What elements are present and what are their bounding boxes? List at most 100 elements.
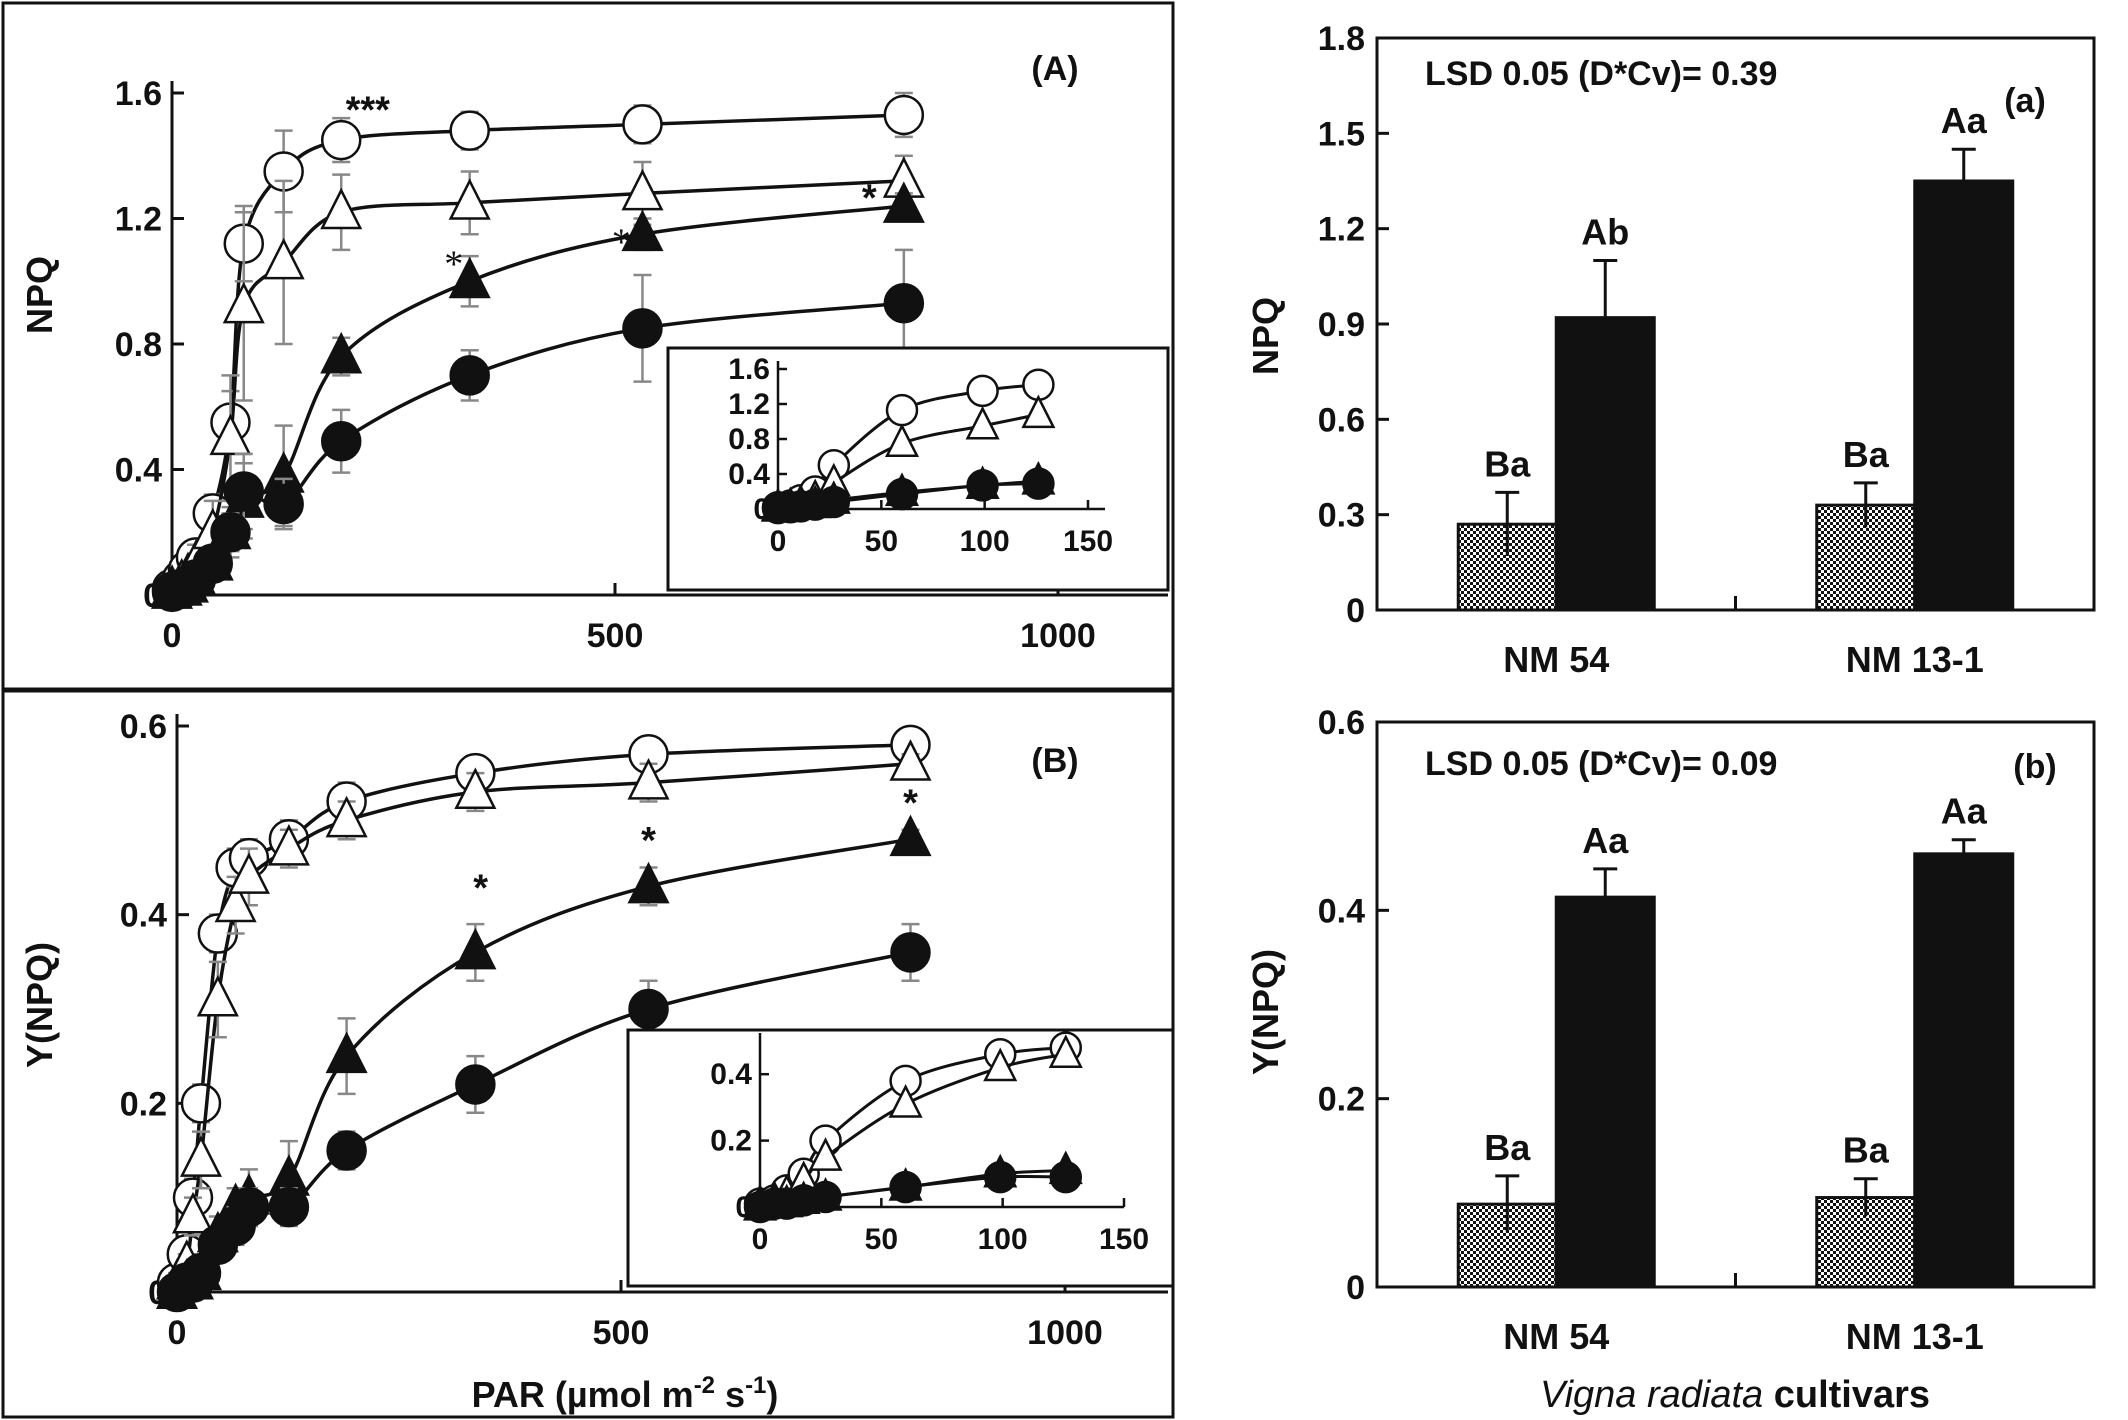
panel-B-data-point [454, 927, 497, 970]
panel-A-data-point [621, 168, 664, 211]
panel-A-xtick-label: 500 [587, 617, 644, 655]
panel-A-xtick-label: 1000 [1020, 617, 1096, 655]
panel-a-ytick-label: 1.2 [1318, 211, 1365, 249]
panel-A-inset-data-point [966, 374, 999, 408]
panel-b-xlabel: Vigna radiata cultivars [1540, 1374, 1930, 1416]
panel-B-significance: * [473, 867, 488, 909]
panel-a-bar-letter: Ba [1484, 443, 1531, 484]
panel-A-data-point [621, 209, 664, 252]
panel-A-data-point [209, 413, 252, 456]
panel-b-bar-letter: Aa [1582, 820, 1629, 861]
panel-a-ytick-label: 0.3 [1318, 497, 1365, 535]
panel-B-data-point [454, 767, 497, 810]
panel-A-inset-data-point [1021, 394, 1056, 429]
panel-b-bar-letter: Ba [1484, 1127, 1531, 1168]
panel-B-inset-series-filled-circle [743, 1160, 1083, 1224]
panel-a-bar-letter: Ba [1843, 434, 1890, 475]
panel-b-ytick-label: 0.2 [1318, 1081, 1365, 1119]
plots: 00.40.81.21.605001000******00.40.81.21.6… [115, 20, 2096, 1357]
panel-B-inset-ytick-label: 0.2 [710, 1125, 752, 1158]
panel-B-inset-data-point [983, 1047, 1018, 1082]
panel-A-data-point [320, 187, 363, 230]
panel-A-data-point [262, 237, 305, 280]
panel-B-ytick-label: 0.2 [120, 1085, 167, 1123]
panel-A-data-point [223, 471, 265, 512]
panel-A-data-point [883, 282, 925, 324]
panel-A-ylabel: NPQ [19, 256, 60, 334]
panel-A-significance: * [862, 178, 877, 220]
panel-b-category-label: NM 54 [1503, 1316, 1609, 1357]
panel-A-inset-data-point [965, 405, 1000, 440]
panel-B-data-point [325, 795, 368, 838]
panel-B-inset-xtick-label: 0 [752, 1223, 769, 1256]
panel-B-data-point [325, 1031, 368, 1074]
panel-B-inset-data-point [983, 1160, 1017, 1194]
panel-B-data-point [627, 861, 670, 904]
panel-A-data-point [320, 331, 363, 374]
panel-B-data-point [180, 1083, 222, 1124]
panel-a-bar [1913, 179, 2015, 612]
panel-B-ytick-label: 0.4 [120, 897, 167, 935]
panel-A-inset-frame [666, 346, 1170, 592]
panel-B-significance: * [641, 820, 656, 862]
panel-A-inset-data-point [885, 477, 919, 511]
panel-A-data-point [263, 483, 304, 525]
panel-A-inset-xtick-label: 100 [960, 525, 1010, 558]
panel-A-inset-xtick-label: 50 [865, 525, 898, 558]
panel-B-inset-ytick-label: 0.4 [710, 1058, 752, 1091]
panel-b-category-label: NM 13-1 [1846, 1316, 1984, 1357]
panel-A-data-point [448, 178, 491, 220]
panel-B-data-point [171, 1191, 215, 1234]
panel-a-ytick-label: 1.8 [1318, 20, 1365, 58]
panel-A-data-point [622, 104, 663, 145]
panel-A-ytick-label: 0.8 [115, 326, 162, 364]
panel-B-data-point [196, 974, 239, 1017]
panel-B-inset-data-point [1049, 1160, 1083, 1194]
panel-B-inset-xtick-label: 50 [865, 1223, 898, 1256]
panel-B-ylabel: Y(NPQ) [19, 942, 60, 1068]
panel-B-xlabel: PAR (µmol m-2 s-1) [472, 1372, 779, 1415]
panel-a-bar [1554, 316, 1656, 612]
panel-B-xtick-label: 1000 [1027, 1314, 1103, 1352]
panel-b-bar-letter: Ba [1843, 1130, 1890, 1171]
panel-a-lsd: LSD 0.05 (D*Cv)= 0.39 [1425, 55, 1777, 93]
panel-B-inset-data-point [809, 1180, 842, 1214]
panel-A-data-point [622, 308, 663, 349]
panel-A-inset-xtick-label: 0 [770, 525, 787, 558]
panel-B-data-point [267, 824, 310, 866]
panel-A-data-point [192, 543, 234, 584]
panel-b-bar [1913, 852, 2015, 1289]
panel-a-ytick-label: 1.5 [1318, 115, 1365, 153]
panel-B-data-point [326, 1130, 367, 1171]
panel-a-ylabel: NPQ [1245, 297, 1286, 375]
panel-A-label: (A) [1031, 50, 1078, 88]
panel-A-data-point [448, 256, 491, 299]
panel-A-significance: *** [346, 90, 391, 132]
panel-A-data-point [320, 421, 362, 462]
panel-B-xtick-label: 500 [593, 1314, 650, 1352]
panel-b-bar [1554, 895, 1656, 1289]
panel-a-ytick-label: 0 [1346, 592, 1365, 630]
panel-A-inset-ytick-label: 1.2 [728, 388, 770, 421]
panel-A-xtick-label: 0 [163, 617, 182, 655]
panel-B-significance: * [903, 782, 918, 824]
panel-A-ytick-label: 0.4 [115, 452, 162, 490]
panel-B-inset-data-point [808, 1137, 843, 1171]
panel-A-frame [1, 1, 1175, 691]
panel-A-significance: * [612, 221, 631, 263]
panel-A-data-point [449, 355, 490, 396]
panel-B-inset-xtick-label: 100 [978, 1223, 1028, 1256]
panel-B-data-point [455, 1064, 496, 1105]
panel-A-data-point [882, 181, 925, 223]
panel-A-significance: * [444, 243, 463, 285]
panel-B-inset-data-point [889, 1170, 922, 1204]
panel-A-data-point [222, 281, 265, 324]
panel-A-inset-ytick-label: 1.6 [728, 353, 770, 386]
panel-b-lsd: LSD 0.05 (D*Cv)= 0.09 [1425, 745, 1777, 783]
panel-B-data-point [627, 757, 670, 800]
panel-B-series-filled-circle [156, 922, 931, 1313]
panel-a-ytick-label: 0.9 [1318, 306, 1365, 344]
panel-A-inset-data-point [966, 469, 999, 502]
panel-B-inset-data-point [888, 1084, 923, 1118]
